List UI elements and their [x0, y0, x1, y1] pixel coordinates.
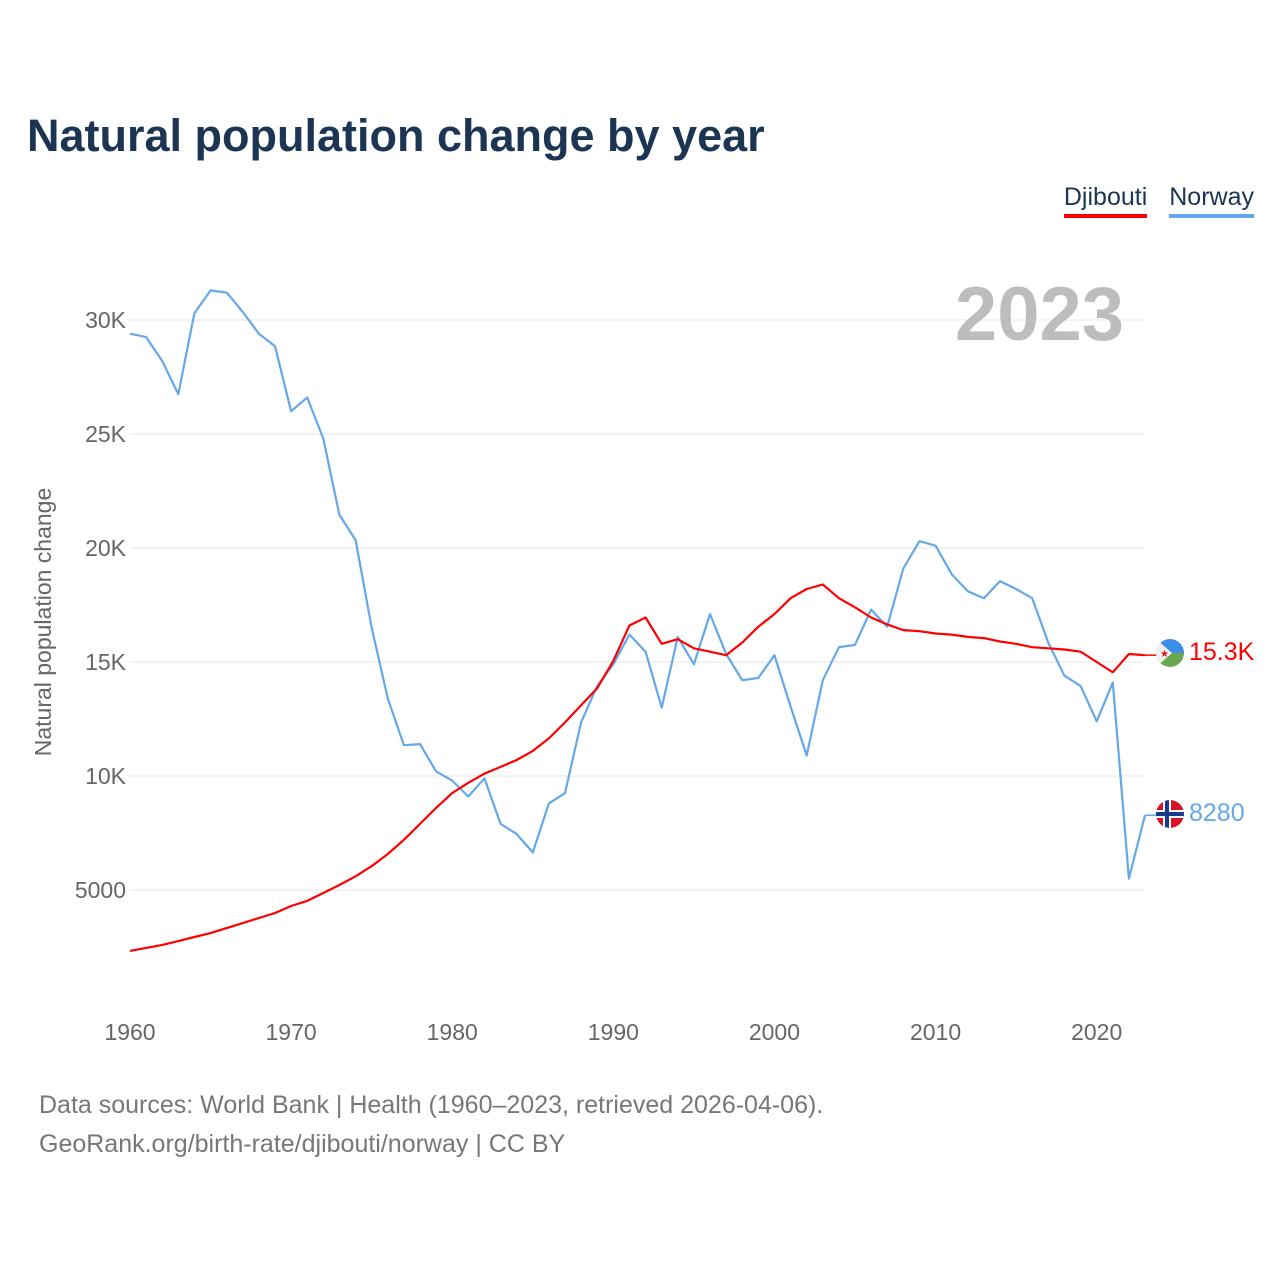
x-tick-label: 2020: [1071, 1019, 1122, 1045]
footer: Data sources: World Bank | Health (1960–…: [39, 1086, 823, 1164]
source-link[interactable]: GeoRank.org/birth-rate/djibouti/norway |…: [39, 1130, 566, 1158]
y-tick-label: 20K: [85, 535, 127, 561]
legend: Djibouti Norway: [1063, 183, 1254, 218]
chart-title: Natural population change by year: [27, 110, 765, 161]
djibouti-flag-icon: ★: [1156, 639, 1184, 667]
series-line-djibouti[interactable]: [129, 583, 1146, 952]
x-tick-label: 1980: [427, 1019, 478, 1045]
legend-item-norway[interactable]: Norway: [1169, 183, 1254, 218]
series-line-norway[interactable]: [129, 289, 1147, 880]
y-axis-label: Natural population change: [30, 488, 56, 757]
year-label: 2023: [955, 272, 1124, 357]
x-tick-label: 1970: [266, 1019, 317, 1045]
y-tick-label: 10K: [85, 763, 127, 789]
djibouti-end-label: 15.3K: [1189, 638, 1255, 666]
norway-end-label: 8280: [1189, 799, 1245, 827]
y-tick-label: 15K: [85, 649, 127, 675]
y-tick-label: 25K: [85, 421, 127, 447]
x-tick-label: 1990: [588, 1019, 639, 1045]
legend-item-djibouti[interactable]: Djibouti: [1063, 183, 1148, 218]
svg-text:★: ★: [1160, 649, 1169, 660]
x-tick-label: 2010: [910, 1019, 961, 1045]
norway-flag-icon: [1156, 800, 1184, 828]
y-tick-label: 30K: [85, 307, 127, 333]
y-tick-label: 5000: [75, 877, 126, 903]
x-tick-label: 2000: [749, 1019, 800, 1045]
x-tick-label: 1960: [104, 1019, 155, 1045]
data-sources: Data sources: World Bank | Health (1960–…: [39, 1091, 824, 1119]
